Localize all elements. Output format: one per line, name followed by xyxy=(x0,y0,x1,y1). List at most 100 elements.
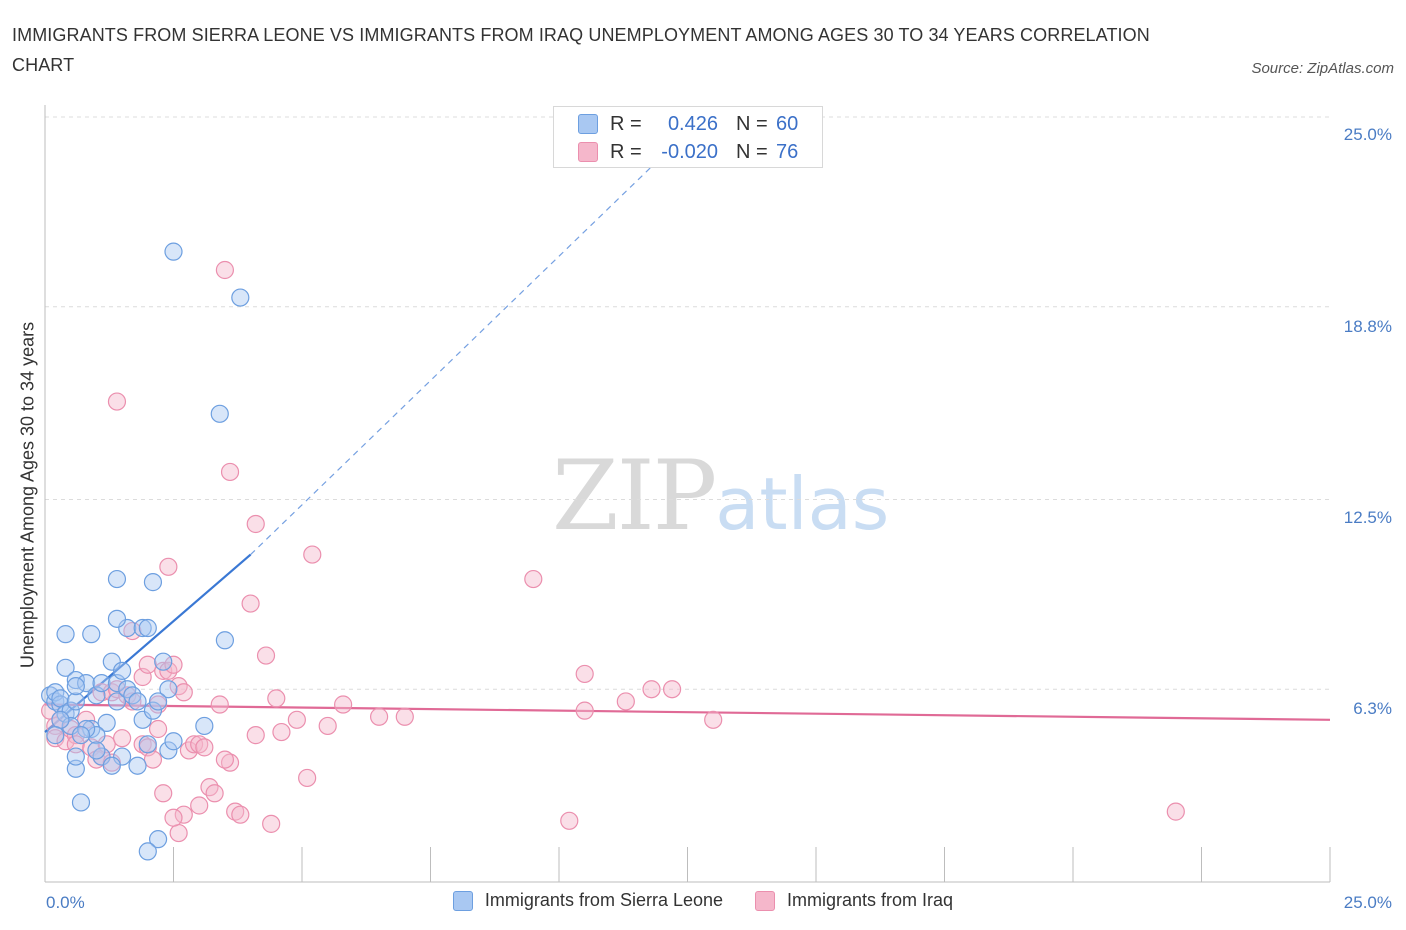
point-iraq xyxy=(92,683,111,702)
point-sierra-leone xyxy=(138,842,157,861)
point-sierra-leone xyxy=(148,830,168,849)
point-iraq xyxy=(256,646,276,665)
watermark-zip: ZIP xyxy=(552,440,717,552)
correlation-legend: R = 0.426 N = 60 R = -0.020 N = 76 xyxy=(553,106,823,168)
legend-r-value: 0.426 xyxy=(667,112,718,135)
point-iraq xyxy=(226,802,245,821)
point-iraq xyxy=(164,655,183,674)
point-iraq xyxy=(190,735,209,754)
point-sierra-leone xyxy=(87,741,106,760)
point-sierra-leone xyxy=(118,618,137,638)
trend-line-sierra-leone-extension xyxy=(250,156,663,556)
point-sierra-leone xyxy=(210,404,229,423)
legend-n-value: 76 xyxy=(776,140,799,163)
point-iraq xyxy=(575,664,594,684)
point-sierra-leone xyxy=(46,726,65,745)
point-sierra-leone xyxy=(107,692,127,711)
legend-label-iraq: Immigrants from Iraq xyxy=(787,890,954,910)
tick-labels: 0.0% 25.0% 6.3% 12.5% 18.8% 25.0% xyxy=(46,125,1392,912)
point-iraq xyxy=(87,750,106,769)
point-sierra-leone xyxy=(66,677,85,696)
point-sierra-leone xyxy=(66,692,85,711)
point-iraq xyxy=(231,805,250,824)
point-sierra-leone xyxy=(215,631,234,650)
trend-lines xyxy=(44,156,1331,733)
point-sierra-leone xyxy=(61,716,80,736)
point-iraq xyxy=(575,701,594,720)
y-tick-label-18-8: 18.8% xyxy=(1344,317,1392,336)
point-sierra-leone xyxy=(148,692,168,711)
point-sierra-leone xyxy=(128,692,147,711)
legend-item-sierra-leone[interactable]: Immigrants from Sierra Leone xyxy=(452,890,724,911)
point-sierra-leone xyxy=(46,692,65,711)
point-sierra-leone xyxy=(112,661,132,680)
point-iraq xyxy=(133,735,152,754)
watermark: ZIPatlas xyxy=(552,440,889,552)
point-iraq xyxy=(190,796,209,815)
legend-r-label: R = xyxy=(610,112,642,135)
point-sierra-leone xyxy=(112,747,132,766)
legend-n-label: N = xyxy=(736,112,768,135)
point-sierra-leone xyxy=(143,701,163,720)
point-iraq xyxy=(272,722,291,742)
x-tick-label-min: 0.0% xyxy=(46,893,85,912)
point-iraq xyxy=(220,753,240,772)
point-sierra-leone xyxy=(231,288,250,307)
point-iraq xyxy=(220,462,240,482)
point-sierra-leone xyxy=(195,716,214,736)
point-sierra-leone xyxy=(51,695,70,714)
point-sierra-leone xyxy=(51,710,70,729)
point-iraq xyxy=(560,811,579,830)
point-iraq xyxy=(262,814,281,833)
point-iraq xyxy=(112,729,132,748)
point-iraq xyxy=(154,784,173,803)
point-sierra-leone xyxy=(56,625,75,644)
legend-row-iraq: R = -0.020 N = 76 xyxy=(578,140,798,164)
source-label: Source: ZipAtlas.com xyxy=(1251,60,1394,77)
chart-title: IMMIGRANTS FROM SIERRA LEONE VS IMMIGRAN… xyxy=(12,25,1150,75)
legend-swatch-blue xyxy=(578,114,598,134)
legend-n-value: 60 xyxy=(776,112,799,135)
point-sierra-leone xyxy=(92,673,111,693)
point-sierra-leone xyxy=(61,701,80,720)
point-sierra-leone xyxy=(107,569,127,589)
point-iraq xyxy=(298,768,317,788)
point-iraq xyxy=(662,680,682,699)
point-iraq xyxy=(642,680,661,699)
legend-swatch-pink xyxy=(755,890,776,911)
point-sierra-leone xyxy=(107,609,127,628)
legend-swatch-pink xyxy=(578,142,598,162)
legend-label-sierra-leone: Immigrants from Sierra Leone xyxy=(484,890,724,910)
point-sierra-leone xyxy=(133,618,152,638)
point-iraq xyxy=(1166,802,1185,821)
y-tick-label-6-3: 6.3% xyxy=(1353,699,1392,718)
point-sierra-leone xyxy=(143,573,163,592)
point-iraq xyxy=(267,689,286,708)
point-iraq xyxy=(395,707,414,726)
point-sierra-leone xyxy=(97,713,116,732)
point-sierra-leone xyxy=(77,673,96,693)
point-iraq xyxy=(318,716,337,736)
legend-r-value: -0.020 xyxy=(661,140,718,163)
point-iraq xyxy=(524,569,543,589)
point-iraq xyxy=(138,655,157,674)
point-iraq xyxy=(246,514,265,534)
point-iraq xyxy=(66,726,85,745)
point-iraq xyxy=(174,805,193,824)
point-sierra-leone xyxy=(102,652,121,671)
point-iraq xyxy=(107,392,127,411)
point-sierra-leone xyxy=(87,726,106,745)
point-sierra-leone xyxy=(128,756,147,775)
series-legend: Immigrants from Sierra Leone Immigrants … xyxy=(0,890,1406,911)
point-iraq xyxy=(370,707,389,726)
point-sierra-leone xyxy=(138,735,157,754)
axes xyxy=(44,105,1331,883)
point-sierra-leone xyxy=(154,652,173,671)
point-iraq xyxy=(704,710,723,729)
point-sierra-leone xyxy=(159,680,178,699)
point-iraq xyxy=(210,695,229,714)
point-sierra-leone xyxy=(66,747,85,766)
legend-item-iraq[interactable]: Immigrants from Iraq xyxy=(755,890,953,911)
point-iraq xyxy=(154,661,173,680)
point-iraq xyxy=(215,750,234,769)
